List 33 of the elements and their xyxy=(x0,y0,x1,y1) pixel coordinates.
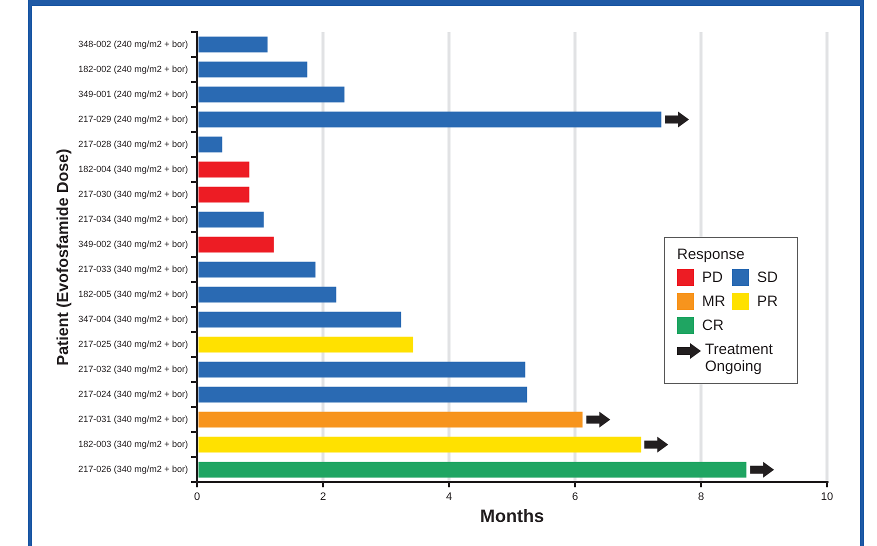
legend-label: PD xyxy=(702,269,723,286)
y-tick-label: 217-026 (340 mg/m2 + bor) xyxy=(78,464,188,474)
y-tick-label: 217-033 (340 mg/m2 + bor) xyxy=(78,264,188,274)
x-tick-label: 2 xyxy=(320,490,326,503)
y-tick-label: 349-001 (240 mg/m2 + bor) xyxy=(78,89,188,100)
y-tick-label: 349-002 (340 mg/m2 + bor) xyxy=(78,239,188,250)
legend-label: PR xyxy=(757,293,778,310)
x-tick-label: 6 xyxy=(572,490,578,503)
y-tick-label: 217-024 (340 mg/m2 + bor) xyxy=(78,389,188,400)
y-tick-label: 217-030 (340 mg/m2 + bor) xyxy=(78,189,188,200)
legend-title: Response xyxy=(677,246,746,263)
y-tick-label: 217-029 (240 mg/m2 + bor) xyxy=(78,114,188,124)
y-tick-label: 348-002 (240 mg/m2 + bor) xyxy=(78,38,188,49)
x-tick-label: 10 xyxy=(820,490,834,503)
y-tick-label: 217-032 (340 mg/m2 + bor) xyxy=(78,364,188,374)
y-axis-title: Patient (Evofosfamide Dose) xyxy=(55,148,72,366)
y-tick-label: 217-028 (340 mg/m2 + bor) xyxy=(78,139,188,150)
y-tick-label: 217-025 (340 mg/m2 + bor) xyxy=(78,339,188,350)
y-tick-label: 182-005 (340 mg/m2 + bor) xyxy=(78,289,188,300)
legend-label: Treatment Ongoing xyxy=(705,341,774,375)
legend-label: CR xyxy=(702,317,724,334)
y-tick-label: 217-034 (340 mg/m2 + bor) xyxy=(78,214,188,224)
y-tick-label: 217-031 (340 mg/m2 + bor) xyxy=(78,414,188,424)
legend-label: SD xyxy=(757,269,778,286)
x-tick-label: 0 xyxy=(194,490,200,503)
legend-label: MR xyxy=(702,293,726,310)
y-tick-label: 347-004 (340 mg/m2 + bor) xyxy=(78,314,188,324)
y-tick-label: 182-002 (240 mg/m2 + bor) xyxy=(78,64,188,74)
y-tick-label: 182-003 (340 mg/m2 + bor) xyxy=(78,439,188,450)
x-tick-label: 4 xyxy=(446,490,452,503)
x-axis-title: Months xyxy=(480,506,544,526)
x-tick-label: 8 xyxy=(698,490,704,503)
y-tick-label: 182-004 (340 mg/m2 + bor) xyxy=(78,164,188,174)
